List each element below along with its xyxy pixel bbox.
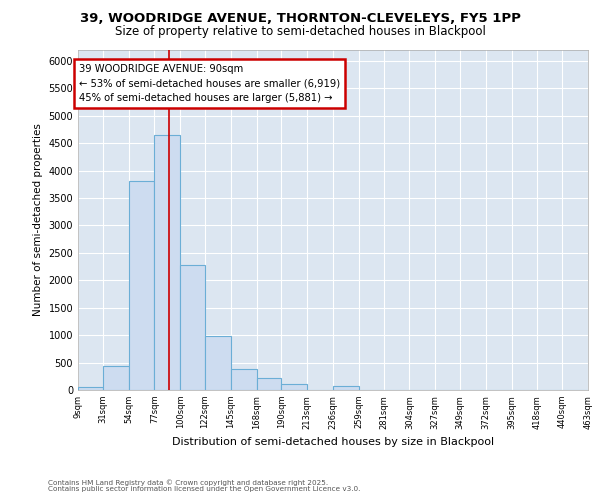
Text: 39, WOODRIDGE AVENUE, THORNTON-CLEVELEYS, FY5 1PP: 39, WOODRIDGE AVENUE, THORNTON-CLEVELEYS… <box>80 12 520 26</box>
Bar <box>78 388 103 390</box>
Text: Size of property relative to semi-detached houses in Blackpool: Size of property relative to semi-detach… <box>115 25 485 38</box>
Bar <box>333 386 359 390</box>
Y-axis label: Number of semi-detached properties: Number of semi-detached properties <box>33 124 43 316</box>
Text: Contains HM Land Registry data © Crown copyright and database right 2025.
Contai: Contains HM Land Registry data © Crown c… <box>48 479 361 492</box>
Bar <box>128 180 154 390</box>
Bar <box>103 366 128 390</box>
X-axis label: Distribution of semi-detached houses by size in Blackpool: Distribution of semi-detached houses by … <box>172 437 494 447</box>
Bar <box>257 378 281 390</box>
Text: 39 WOODRIDGE AVENUE: 90sqm
← 53% of semi-detached houses are smaller (6,919)
45%: 39 WOODRIDGE AVENUE: 90sqm ← 53% of semi… <box>79 64 340 104</box>
Bar <box>154 135 180 390</box>
Bar <box>281 384 307 390</box>
Bar <box>205 336 231 390</box>
Bar <box>180 265 205 390</box>
Bar <box>231 368 257 390</box>
